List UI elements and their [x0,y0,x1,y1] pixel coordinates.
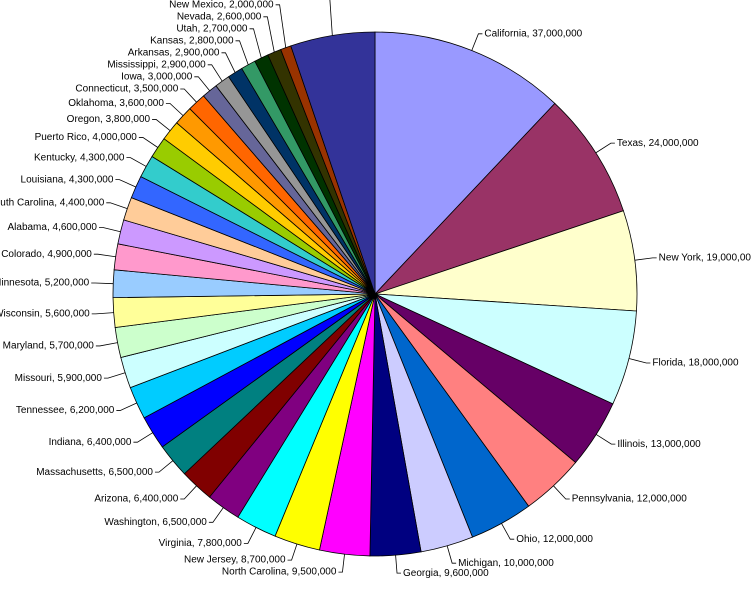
slice-label: Illinois, 13,000,000 [617,439,701,450]
slice-label: Oklahoma, 3,600,000 [68,98,164,109]
slice-label: Puerto Rico, 4,000,000 [35,132,138,143]
leader-line [99,227,121,233]
slice-label: Mississippi, 2,900,000 [107,59,206,70]
leader-line [287,543,298,561]
slice-label: Nevada, 2,600,000 [177,11,262,22]
leader-line [95,342,118,347]
slice-label: Pennsylvania, 12,000,000 [572,494,688,505]
leader-line [208,507,224,523]
leader-line [471,33,483,51]
slice-label: New Mexico, 2,000,000 [169,0,274,10]
leader-line [133,432,153,443]
slice-label: South Carolina, 4,400,000 [0,197,105,208]
slice-label: Arkansas, 2,900,000 [128,47,220,58]
slice-label: California, 37,000,000 [484,28,582,39]
leader-line [180,485,197,500]
slice-label: Tennessee, 6,200,000 [16,405,115,416]
slice-label: Michigan, 10,000,000 [458,558,554,569]
leader-line [154,460,174,473]
slice-label: Virginia, 7,800,000 [159,538,243,549]
slice-label: Oregon, 3,800,000 [67,114,151,125]
slice-label: New York, 19,000,000 [659,253,751,264]
leader-line [628,358,651,364]
leader-line [275,4,287,48]
slice-label: Louisiana, 4,300,000 [21,174,114,185]
leader-line [91,312,114,315]
slice-label: Maryland, 5,700,000 [3,341,95,352]
leader-line [338,554,345,573]
slice-label: Massachusetts, 6,500,000 [36,467,153,478]
leader-line [595,434,616,445]
pie-slice [290,31,376,295]
leader-line [243,527,257,544]
leader-line [115,179,137,188]
slice-label: Ohio, 12,000,000 [516,534,593,545]
slice-label: Iowa, 3,000,000 [121,71,193,82]
slice-label: Texas, 24,000,000 [617,138,699,149]
leader-line [106,202,128,210]
leader-line [138,137,159,148]
leader-line [91,282,114,285]
slice-label: New Jersey, 8,700,000 [184,555,286,566]
leader-line [595,142,615,154]
leader-line [194,76,210,92]
leader-line [446,545,457,564]
slice-label: Washington, 6,500,000 [104,517,207,528]
leader-line [152,119,171,131]
slice-label: Missouri, 5,900,000 [15,373,103,384]
leader-line [249,28,262,59]
leader-line [207,64,223,82]
leader-line [235,40,249,65]
slice-label: Indiana, 6,400,000 [49,437,132,448]
slice-label: Minnesota, 5,200,000 [0,278,90,289]
slice-label: Utah, 2,700,000 [176,23,248,34]
leader-line [329,0,333,36]
leader-line [263,16,275,53]
leader-line [501,523,515,540]
leader-line [93,253,116,258]
slice-label: Florida, 18,000,000 [652,358,739,369]
leader-line [165,102,184,116]
pie-slice [374,102,624,295]
leader-line [116,402,137,411]
pie-slice [374,31,556,296]
leader-line [221,52,236,73]
slice-label: Arizona, 6,400,000 [94,494,178,505]
slice-label: Connecticut, 3,500,000 [75,84,178,95]
slice-label: Alabama, 4,600,000 [7,222,97,233]
leader-line [103,372,126,379]
slice-label: Wisconsin, 5,600,000 [0,309,90,320]
slice-label: Georgia, 9,600,000 [403,568,489,579]
leader-line [553,485,570,500]
slice-label: Kentucky, 4,300,000 [34,152,125,163]
leader-line [180,88,197,103]
slice-label: North Carolina, 9,500,000 [222,567,337,578]
slice-label: Colorado, 4,900,000 [1,249,92,260]
leader-line [395,555,402,574]
leader-line [126,157,147,167]
slice-label: Kansas, 2,800,000 [150,35,234,46]
leader-line [634,257,657,261]
